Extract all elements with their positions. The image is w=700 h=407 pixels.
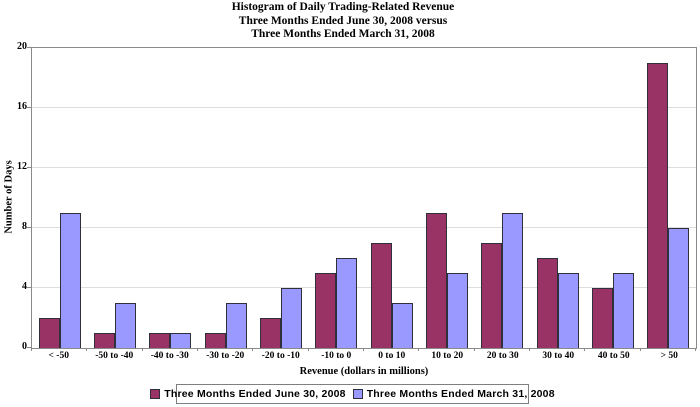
bar bbox=[668, 228, 690, 348]
y-tick-label: 8 bbox=[22, 221, 27, 232]
legend-swatch bbox=[352, 389, 363, 399]
y-tick-label: 20 bbox=[17, 41, 27, 52]
x-tick-label: 10 to 20 bbox=[431, 351, 464, 361]
bar-group bbox=[309, 48, 364, 348]
gridline bbox=[32, 287, 696, 288]
bar bbox=[502, 213, 524, 348]
bar-group bbox=[143, 48, 198, 348]
bar bbox=[612, 273, 634, 348]
bar-group bbox=[253, 48, 308, 348]
bar bbox=[647, 63, 669, 348]
bar bbox=[481, 243, 503, 348]
bar bbox=[204, 333, 226, 348]
y-tick-mark bbox=[27, 167, 31, 168]
x-tick-label: 0 to 10 bbox=[378, 351, 406, 361]
chart-title: Histogram of Daily Trading-Related Reven… bbox=[0, 1, 686, 42]
bar bbox=[114, 303, 136, 348]
x-tick-mark bbox=[363, 348, 364, 351]
bar bbox=[336, 258, 358, 348]
bar bbox=[225, 303, 247, 348]
bar bbox=[315, 273, 337, 348]
bar-group bbox=[530, 48, 585, 348]
legend-item: Three Months Ended June 30, 2008 bbox=[150, 388, 345, 400]
bars-row bbox=[32, 48, 696, 348]
bar-group bbox=[475, 48, 530, 348]
y-tick-mark bbox=[27, 227, 31, 228]
gridline bbox=[32, 107, 696, 108]
x-tick-label: 20 to 30 bbox=[486, 351, 519, 361]
bar-group bbox=[364, 48, 419, 348]
chart-title-line2: Three Months Ended June 30, 2008 versus bbox=[238, 14, 448, 27]
bar-group bbox=[87, 48, 142, 348]
legend-label: Three Months Ended June 30, 2008 bbox=[164, 388, 346, 400]
gridline bbox=[32, 227, 696, 228]
x-tick-label: -50 to -40 bbox=[95, 351, 134, 361]
x-tick-mark bbox=[639, 348, 641, 351]
x-tick-label: -40 to -30 bbox=[150, 351, 189, 361]
bar bbox=[170, 333, 192, 348]
bar bbox=[391, 303, 413, 348]
x-tick-label: -30 to -20 bbox=[206, 351, 245, 361]
bar bbox=[38, 318, 60, 348]
y-tick-label: 0 bbox=[22, 341, 27, 352]
bar bbox=[557, 273, 579, 348]
x-tick-label: < -50 bbox=[48, 351, 69, 361]
x-tick-label: 40 to 50 bbox=[597, 351, 630, 361]
bar bbox=[93, 333, 115, 348]
x-tick-mark bbox=[695, 348, 696, 351]
x-tick-label: 30 to 40 bbox=[542, 351, 575, 361]
x-tick-label: -20 to -10 bbox=[261, 351, 300, 361]
y-tick-label: 12 bbox=[17, 161, 27, 172]
legend-label: Three Months Ended March 31, 2008 bbox=[366, 388, 555, 400]
bar-group bbox=[641, 48, 696, 348]
x-tick-label: > 50 bbox=[660, 351, 678, 361]
legend-swatch bbox=[150, 389, 161, 399]
bar bbox=[446, 273, 468, 348]
y-tick-label: 16 bbox=[17, 101, 27, 112]
bar bbox=[280, 288, 302, 348]
chart-title-line1: Histogram of Daily Trading-Related Reven… bbox=[231, 1, 455, 13]
bar-group bbox=[32, 48, 87, 348]
gridline bbox=[32, 167, 696, 168]
y-tick-label: 4 bbox=[22, 281, 27, 292]
bar bbox=[59, 213, 81, 348]
x-tick-mark bbox=[307, 348, 309, 351]
bar bbox=[259, 318, 281, 348]
bar bbox=[536, 258, 558, 348]
x-tick-mark bbox=[418, 348, 420, 351]
x-tick-label: -10 to 0 bbox=[321, 351, 352, 361]
bar bbox=[425, 213, 447, 348]
x-tick-mark bbox=[252, 348, 254, 351]
x-tick-mark bbox=[197, 348, 198, 351]
x-axis-labels: < -50 -50 to -40 -40 to -30 -30 to -20 -20 t… bbox=[31, 351, 697, 362]
y-tick-mark bbox=[27, 347, 31, 348]
bar-group bbox=[419, 48, 474, 348]
x-axis-ticks bbox=[31, 348, 697, 352]
bar bbox=[591, 288, 613, 348]
y-tick-mark bbox=[27, 47, 31, 48]
legend-item: Three Months Ended March 31, 2008 bbox=[352, 388, 555, 400]
y-tick-mark bbox=[27, 287, 31, 288]
x-axis-title: Revenue (dollars in millions) bbox=[299, 366, 429, 377]
x-tick-mark bbox=[141, 348, 143, 351]
bar-group bbox=[585, 48, 640, 348]
legend: Three Months Ended June 30, 2008 Three Mo… bbox=[150, 384, 555, 404]
x-tick-mark bbox=[584, 348, 586, 351]
chart-title-line3: Three Months Ended March 31, 2008 bbox=[251, 28, 435, 40]
x-tick-mark bbox=[31, 348, 32, 351]
x-tick-mark bbox=[529, 348, 530, 351]
bar-group bbox=[198, 48, 253, 348]
plot-area bbox=[31, 47, 697, 349]
y-tick-mark bbox=[27, 107, 31, 108]
x-tick-mark bbox=[473, 348, 475, 351]
bar bbox=[149, 333, 171, 348]
x-tick-mark bbox=[86, 348, 88, 351]
bar bbox=[370, 243, 392, 348]
